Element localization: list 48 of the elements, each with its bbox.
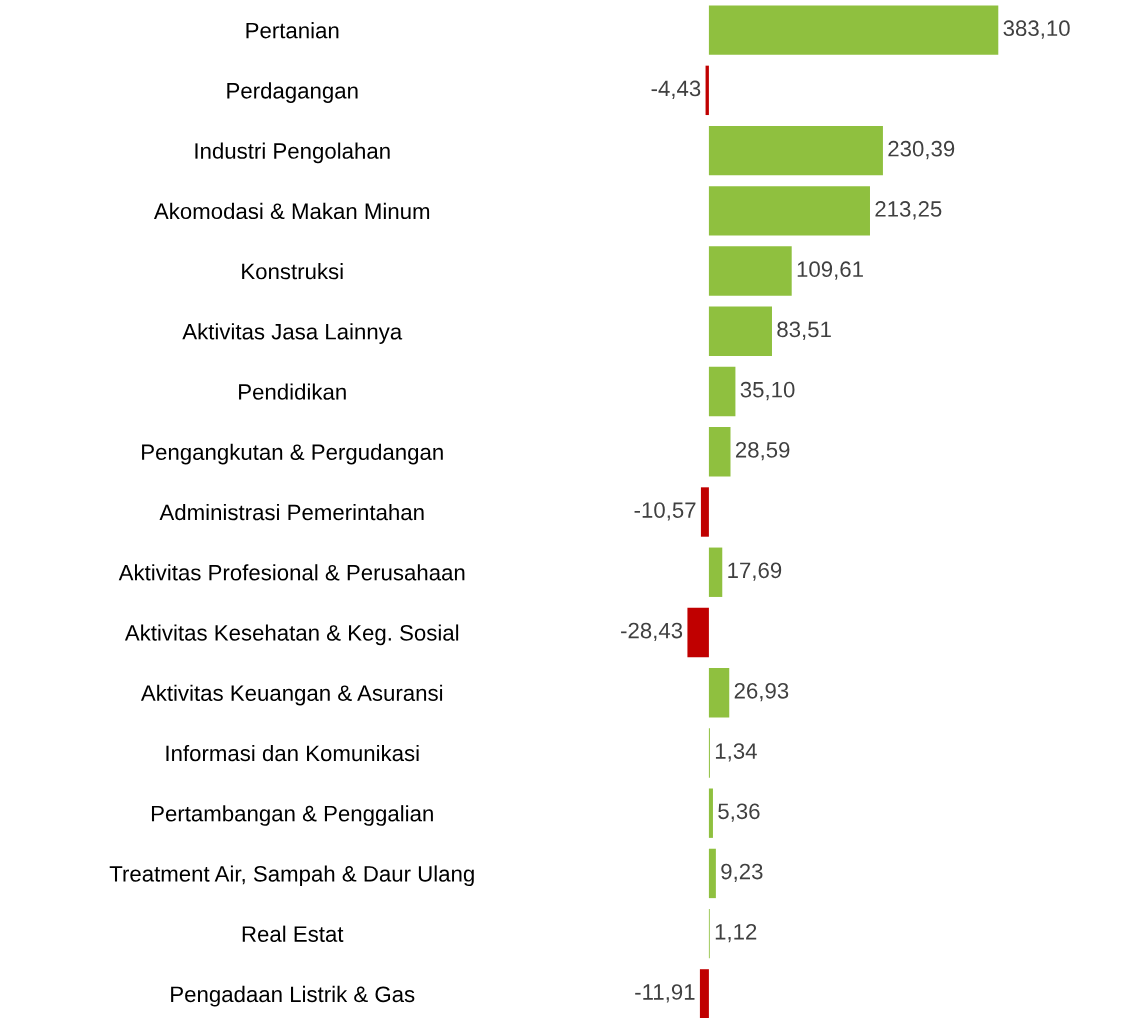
y-tick-label: Administrasi Pemerintahan bbox=[159, 503, 424, 521]
data-label: 9,23 bbox=[721, 863, 763, 883]
y-tick-label: Pertambangan & Penggalian bbox=[151, 805, 433, 826]
y-tick-label: Informasi dan Komunikasi bbox=[166, 744, 419, 762]
data-label: -10,57 bbox=[634, 502, 696, 521]
bar bbox=[708, 427, 731, 477]
bar bbox=[700, 487, 709, 537]
bar bbox=[708, 547, 723, 597]
bar bbox=[699, 969, 709, 1018]
data-label: 83,51 bbox=[777, 321, 831, 340]
data-label: -4,43 bbox=[651, 80, 701, 99]
data-label: 383,10 bbox=[1003, 20, 1070, 39]
y-tick-label: Pengangkutan & Pergudangan bbox=[142, 443, 443, 465]
data-label: -28,43 bbox=[621, 622, 683, 642]
y-tick-label: Konstruksi bbox=[242, 263, 343, 280]
y-tick-label: Real Estat bbox=[242, 925, 344, 942]
data-label: 5,36 bbox=[718, 803, 760, 822]
data-label: 17,69 bbox=[728, 562, 782, 581]
bar bbox=[708, 246, 792, 296]
data-label: 26,93 bbox=[734, 682, 789, 702]
data-label: 213,25 bbox=[875, 201, 942, 220]
bar bbox=[708, 5, 999, 55]
data-label: 230,39 bbox=[888, 140, 955, 160]
bar bbox=[708, 788, 713, 838]
bar bbox=[708, 125, 883, 176]
bar bbox=[708, 848, 716, 899]
y-tick-label: Aktivitas Profesional & Perusahaan bbox=[118, 564, 465, 581]
data-label: 1,12 bbox=[715, 923, 757, 943]
bar bbox=[708, 668, 730, 718]
bar bbox=[708, 306, 772, 356]
data-label: 109,61 bbox=[797, 261, 863, 280]
y-tick-label: Treatment Air, Sampah & Daur Ulang bbox=[109, 865, 474, 887]
y-tick-label: Akomodasi & Makan Minum bbox=[153, 202, 430, 220]
y-tick-label: Aktivitas Kesehatan & Keg. Sosial bbox=[124, 624, 459, 646]
y-tick-label: Aktivitas Keuangan & Asuransi bbox=[140, 684, 443, 706]
bar bbox=[687, 607, 709, 658]
y-tick-label: Pendidikan bbox=[239, 383, 346, 400]
data-label: 1,34 bbox=[715, 743, 757, 762]
y-tick-label: Perdagangan bbox=[227, 82, 358, 104]
y-tick-label: Pengadaan Listrik & Gas bbox=[171, 985, 415, 1007]
data-label: 28,59 bbox=[735, 442, 790, 461]
y-tick-label: Industri Pengolahan bbox=[195, 142, 390, 164]
data-label: 35,10 bbox=[740, 381, 795, 401]
data-label: -11,91 bbox=[635, 984, 695, 1003]
bar bbox=[708, 186, 870, 236]
y-tick-label: Pertanian bbox=[246, 22, 339, 39]
bar bbox=[708, 366, 736, 417]
y-tick-label: Aktivitas Jasa Lainnya bbox=[182, 323, 403, 344]
